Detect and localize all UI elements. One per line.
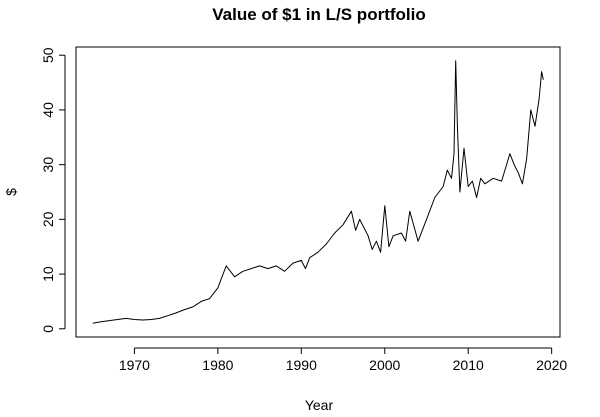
chart-title: Value of $1 in L/S portfolio <box>212 5 425 24</box>
series-line <box>92 60 544 324</box>
y-axis-title: $ <box>3 188 19 196</box>
x-axis: 1970 1980 1990 2000 2010 2020 <box>119 347 567 373</box>
y-axis: 0 10 20 30 40 50 <box>40 47 66 333</box>
x-tick-label: 2010 <box>453 357 484 373</box>
y-tick-label: 20 <box>40 211 56 227</box>
x-tick-label: 1980 <box>202 357 233 373</box>
x-tick-label: 1990 <box>286 357 317 373</box>
y-tick-label: 0 <box>40 325 56 333</box>
y-tick-label: 50 <box>40 47 56 63</box>
plot-frame <box>75 46 561 338</box>
x-axis-title: Year <box>305 397 334 412</box>
x-tick-label: 2000 <box>369 357 400 373</box>
x-tick-label: 2020 <box>536 357 567 373</box>
y-tick-label: 30 <box>40 157 56 173</box>
x-tick-label: 1970 <box>119 357 150 373</box>
series-layer <box>92 60 544 324</box>
y-tick-label: 10 <box>40 266 56 282</box>
y-tick-label: 40 <box>40 102 56 118</box>
